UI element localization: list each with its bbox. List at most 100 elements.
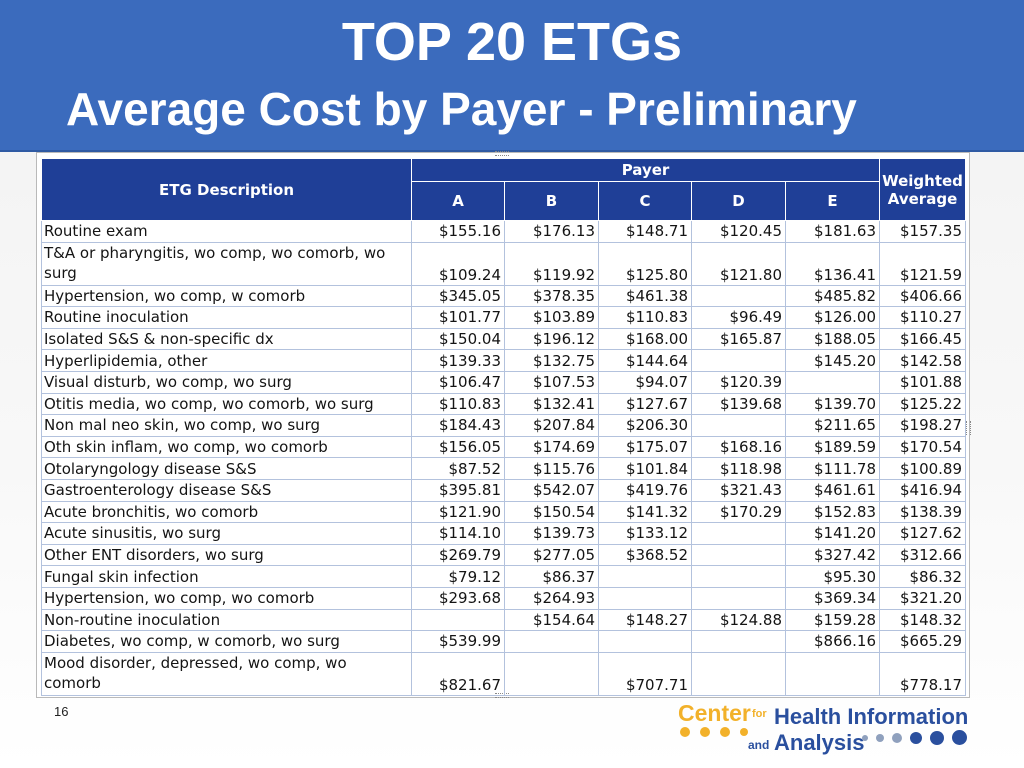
weighted-average-cell: $138.39 (879, 500, 967, 524)
payer-cost-cell: $132.75 (504, 349, 599, 372)
payer-cost-cell: $293.68 (411, 586, 505, 610)
payer-cost-cell: $184.43 (411, 414, 505, 437)
payer-cost-cell: $87.52 (411, 457, 505, 480)
etg-description-cell: Hypertension, wo comp, wo comorb (41, 586, 412, 610)
payer-cost-cell: $159.28 (784, 608, 881, 632)
payer-cost-cell: $189.59 (784, 435, 881, 459)
payer-cost-cell: $168.16 (691, 435, 786, 459)
payer-cost-cell: $150.54 (504, 500, 599, 524)
weighted-average-cell: $125.22 (879, 392, 967, 416)
payer-cost-cell (691, 651, 786, 696)
payer-cost-cell: $86.37 (504, 565, 599, 588)
payer-cost-cell: $461.38 (598, 284, 692, 308)
payer-cost-cell: $181.63 (784, 220, 881, 243)
payer-cost-cell: $119.92 (504, 241, 599, 286)
payer-cost-cell (691, 565, 786, 588)
payer-cost-cell: $378.35 (504, 284, 599, 308)
payer-cost-cell (691, 349, 786, 372)
payer-cost-cell (691, 586, 786, 610)
payer-cost-cell: $345.05 (411, 284, 505, 308)
weighted-average-cell: $110.27 (879, 306, 967, 329)
slide-subtitle: Average Cost by Payer - Preliminary (66, 83, 857, 135)
payer-cost-cell: $168.00 (598, 327, 692, 351)
logo-dot (680, 727, 690, 737)
table-row: Non mal neo skin, wo comp, wo surg $184.4… (41, 414, 967, 437)
payer-cost-cell: $120.45 (691, 220, 786, 243)
payer-cost-cell: $150.04 (411, 327, 505, 351)
payer-cost-cell: $106.47 (411, 370, 505, 394)
payer-cost-cell: $539.99 (411, 630, 505, 653)
payer-cost-cell: $101.84 (598, 457, 692, 480)
chia-logo: Center for Health Information and Analys… (676, 700, 986, 762)
payer-cost-cell: $707.71 (598, 651, 692, 696)
payer-cost-cell: $155.16 (411, 220, 505, 243)
payer-cost-cell: $139.33 (411, 349, 505, 372)
logo-word-analysis: Analysis (774, 730, 865, 755)
etg-description-cell: Otolaryngology disease S&S (41, 457, 412, 480)
table-row: Routine inoculation $101.77 $103.89 $110.83… (41, 306, 967, 329)
resize-handle-right[interactable] (966, 421, 971, 435)
weighted-average-cell: $665.29 (879, 630, 967, 653)
payer-cost-cell: $321.43 (691, 478, 786, 502)
payer-cost-cell: $139.68 (691, 392, 786, 416)
weighted-average-cell: $127.62 (879, 522, 967, 545)
payer-cost-cell: $125.80 (598, 241, 692, 286)
payer-cost-cell: $188.05 (784, 327, 881, 351)
weighted-average-cell: $157.35 (879, 220, 967, 243)
table-row: Oth skin inflam, wo comp, wo comorb $156.… (41, 435, 967, 459)
etg-description-cell: Mood disorder, depressed, wo comp, wo co… (41, 651, 412, 696)
payer-cost-cell: $136.41 (784, 241, 881, 286)
header-payer-c: C (598, 181, 692, 221)
etg-description-cell: Visual disturb, wo comp, wo surg (41, 370, 412, 394)
header-payer-a: A (411, 181, 505, 221)
payer-cost-cell: $152.83 (784, 500, 881, 524)
weighted-average-cell: $121.59 (879, 241, 967, 286)
etg-description-cell: Diabetes, wo comp, w comorb, wo surg (41, 630, 412, 653)
etg-description-cell: Routine exam (41, 220, 412, 243)
logo-dot (720, 727, 730, 737)
table-row: Routine exam $155.16 $176.13 $148.71 $120.45… (41, 220, 967, 243)
payer-cost-cell (691, 522, 786, 545)
payer-cost-cell: $132.41 (504, 392, 599, 416)
etg-description-cell: T&A or pharyngitis, wo comp, wo comorb, … (41, 241, 412, 286)
etg-description-cell: Acute sinusitis, wo surg (41, 522, 412, 545)
payer-cost-cell: $277.05 (504, 543, 599, 567)
logo-dot (876, 734, 884, 742)
payer-cost-cell (411, 608, 505, 632)
resize-handle-top[interactable] (495, 151, 509, 156)
header-payer-e[interactable]: E (784, 181, 881, 221)
payer-cost-cell (691, 630, 786, 653)
etg-description-cell: Hyperlipidemia, other (41, 349, 412, 372)
payer-cost-cell: $124.88 (691, 608, 786, 632)
table-row: Hypertension, wo comp, w comorb $345.05 $3… (41, 284, 967, 308)
payer-cost-cell: $101.77 (411, 306, 505, 329)
table-row: Gastroenterology disease S&S $395.81 $542.… (41, 478, 967, 502)
payer-cost-cell: $165.87 (691, 327, 786, 351)
title-banner: TOP 20 ETGs Average Cost by Payer - Prel… (0, 0, 1024, 152)
weighted-average-cell: $416.94 (879, 478, 967, 502)
payer-cost-cell: $126.00 (784, 306, 881, 329)
weighted-average-cell: $148.32 (879, 608, 967, 632)
etg-description-cell: Fungal skin infection (41, 565, 412, 588)
etg-description-cell: Non-routine inoculation (41, 608, 412, 632)
payer-cost-cell: $111.78 (784, 457, 881, 480)
etg-description-cell: Routine inoculation (41, 306, 412, 329)
weighted-average-cell: $86.32 (879, 565, 967, 588)
payer-cost-cell: $144.64 (598, 349, 692, 372)
payer-cost-cell: $156.05 (411, 435, 505, 459)
table-row: Otolaryngology disease S&S $87.52 $115.76 $… (41, 457, 967, 480)
logo-word-for: for (752, 708, 767, 720)
payer-cost-cell: $133.12 (598, 522, 692, 545)
payer-cost-cell: $110.83 (598, 306, 692, 329)
payer-cost-cell: $145.20 (784, 349, 881, 372)
logo-dot (930, 731, 944, 745)
payer-cost-cell: $109.24 (411, 241, 505, 286)
table-object-frame[interactable]: ETG Description Payer Weighted Average A… (36, 151, 971, 698)
payer-cost-cell: $148.27 (598, 608, 692, 632)
payer-cost-cell: $121.80 (691, 241, 786, 286)
etg-description-cell: Acute bronchitis, wo comorb (41, 500, 412, 524)
payer-cost-cell: $94.07 (598, 370, 692, 394)
table-row: Mood disorder, depressed, wo comp, wo co… (41, 651, 967, 696)
table-row: Fungal skin infection $79.12 $86.37 $95.30 $… (41, 565, 967, 588)
payer-cost-cell: $207.84 (504, 414, 599, 437)
